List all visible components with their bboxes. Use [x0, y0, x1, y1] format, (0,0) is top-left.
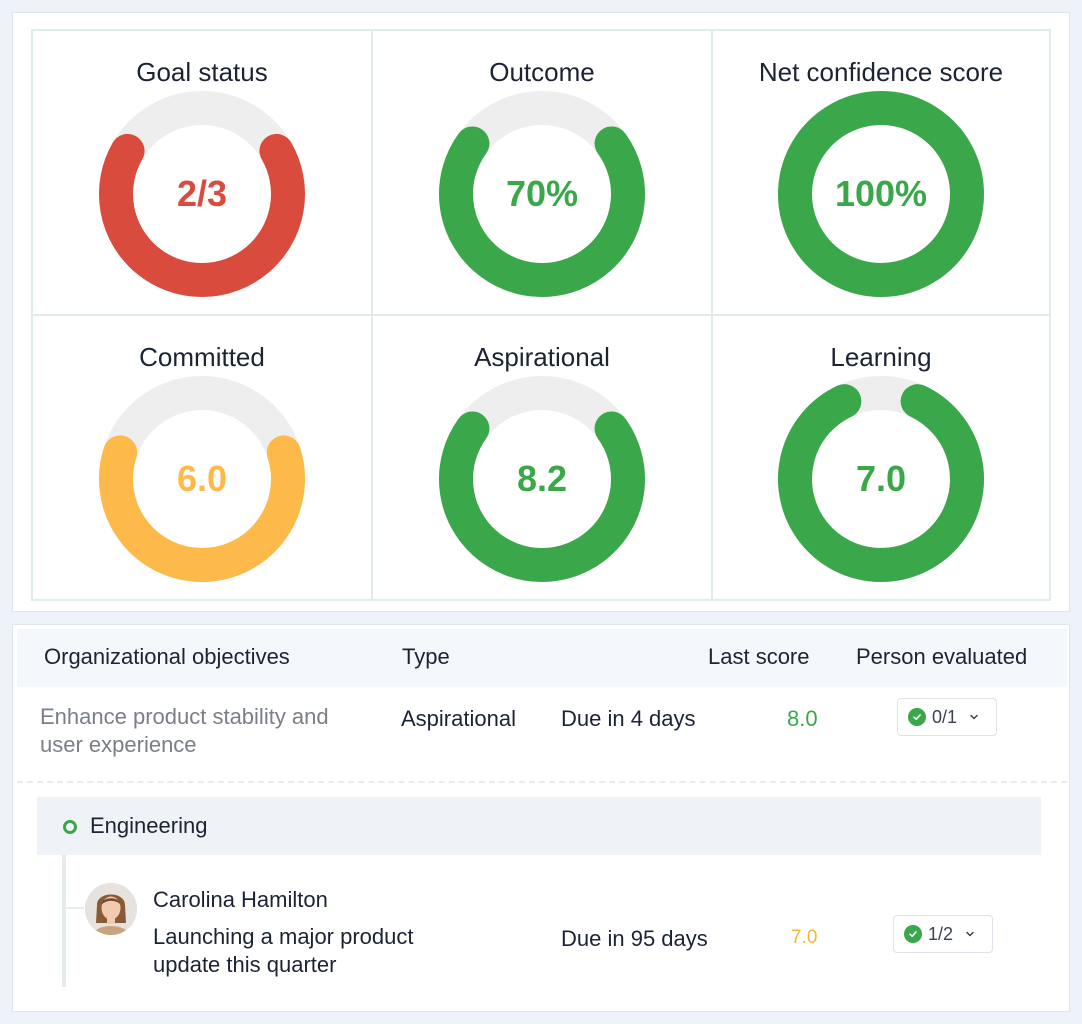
- metric-title: Committed: [139, 342, 265, 372]
- donut-gauge: 6.0: [97, 374, 307, 584]
- donut-gauge: 7.0: [776, 374, 986, 584]
- metric-value: 70%: [505, 173, 579, 214]
- objective-type: Aspirational: [401, 706, 516, 731]
- group-name: Engineering: [90, 813, 208, 838]
- metric-learning: Learning 7.0: [713, 316, 1049, 599]
- metric-committed: Committed 6.0: [33, 316, 373, 599]
- row-divider: [17, 781, 1067, 783]
- metric-value: 100%: [834, 173, 928, 214]
- objective-name[interactable]: Enhance product stability and user exper…: [40, 704, 329, 757]
- metric-value: 2/3: [176, 173, 228, 214]
- evaluated-count: 0/1: [932, 706, 958, 727]
- metric-value: 6.0: [176, 458, 228, 499]
- metric-aspirational: Aspirational 8.2: [373, 316, 713, 599]
- donut-gauge: 8.2: [437, 374, 647, 584]
- metric-title: Goal status: [136, 57, 268, 87]
- metric-goal-status: Goal status 2/3: [33, 31, 373, 316]
- group-row[interactable]: Engineering: [37, 797, 1041, 855]
- metric-title: Net confidence score: [758, 57, 1004, 87]
- chevron-down-icon: [965, 930, 975, 938]
- metric-value: 7.0: [855, 458, 907, 499]
- gauge-arc: [778, 91, 984, 297]
- donut-gauge: 2/3: [97, 89, 307, 299]
- objectives-table: Organizational objectives Type Last scor…: [12, 624, 1070, 1012]
- person-last-score: 7.0: [791, 927, 818, 948]
- avatar[interactable]: [85, 883, 137, 935]
- metric-outcome: Outcome 70%: [373, 31, 713, 316]
- metric-title: Aspirational: [474, 342, 610, 372]
- gauge-arc: [439, 411, 645, 582]
- metrics-grid: Goal status 2/3 Outcome 70% Net confiden…: [31, 29, 1051, 601]
- gauge-arc: [99, 435, 305, 582]
- chevron-down-icon: [969, 713, 979, 721]
- objective-last-score: 8.0: [787, 706, 818, 731]
- gauge-arc: [439, 126, 645, 297]
- table-header: Organizational objectives Type Last scor…: [17, 629, 1067, 687]
- metric-title: Outcome: [489, 57, 595, 87]
- tree-branch: [66, 907, 84, 909]
- header-last-score[interactable]: Last score: [708, 644, 810, 669]
- person-name[interactable]: Carolina Hamilton: [153, 887, 328, 912]
- person-goal[interactable]: Launching a major product update this qu…: [153, 924, 414, 977]
- donut-gauge: 70%: [437, 89, 647, 299]
- metric-net-confidence-score: Net confidence score 100%: [713, 31, 1049, 316]
- gauge-arc: [778, 384, 984, 582]
- stats-panel: Goal status 2/3 Outcome 70% Net confiden…: [12, 12, 1070, 612]
- check-icon: [908, 708, 926, 726]
- person-due: Due in 95 days: [561, 926, 708, 951]
- metric-value: 8.2: [516, 458, 568, 499]
- header-objectives[interactable]: Organizational objectives: [44, 644, 290, 669]
- person-evaluated-dropdown[interactable]: 1/2: [893, 915, 993, 953]
- objective-due: Due in 4 days: [561, 706, 696, 731]
- status-ring-icon: [63, 820, 77, 834]
- tree-connector: [62, 855, 66, 987]
- gauge-arc: [99, 133, 305, 297]
- donut-gauge: 100%: [776, 89, 986, 299]
- check-icon: [904, 925, 922, 943]
- evaluated-count: 1/2: [928, 923, 954, 944]
- person-evaluated-dropdown[interactable]: 0/1: [897, 698, 997, 736]
- header-type[interactable]: Type: [402, 644, 450, 669]
- header-person-evaluated[interactable]: Person evaluated: [856, 644, 1028, 669]
- metric-title: Learning: [830, 342, 932, 372]
